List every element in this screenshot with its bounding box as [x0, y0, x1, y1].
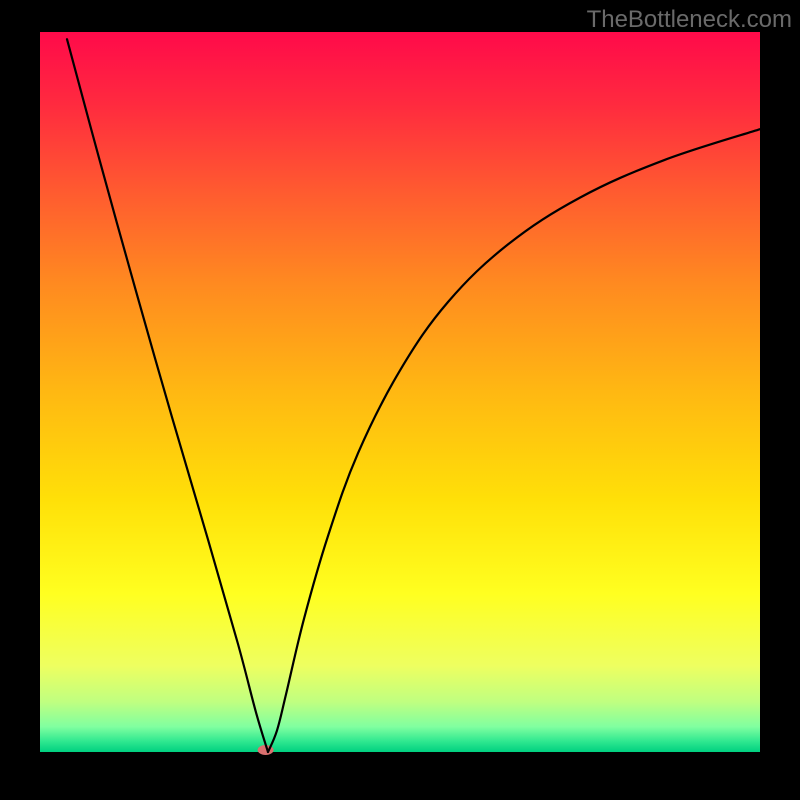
chart-stage: TheBottleneck.com: [0, 0, 800, 800]
bottleneck-chart: [0, 0, 800, 800]
watermark-label: TheBottleneck.com: [587, 6, 792, 33]
plot-area: [40, 32, 760, 752]
watermark-text: TheBottleneck.com: [587, 6, 792, 34]
